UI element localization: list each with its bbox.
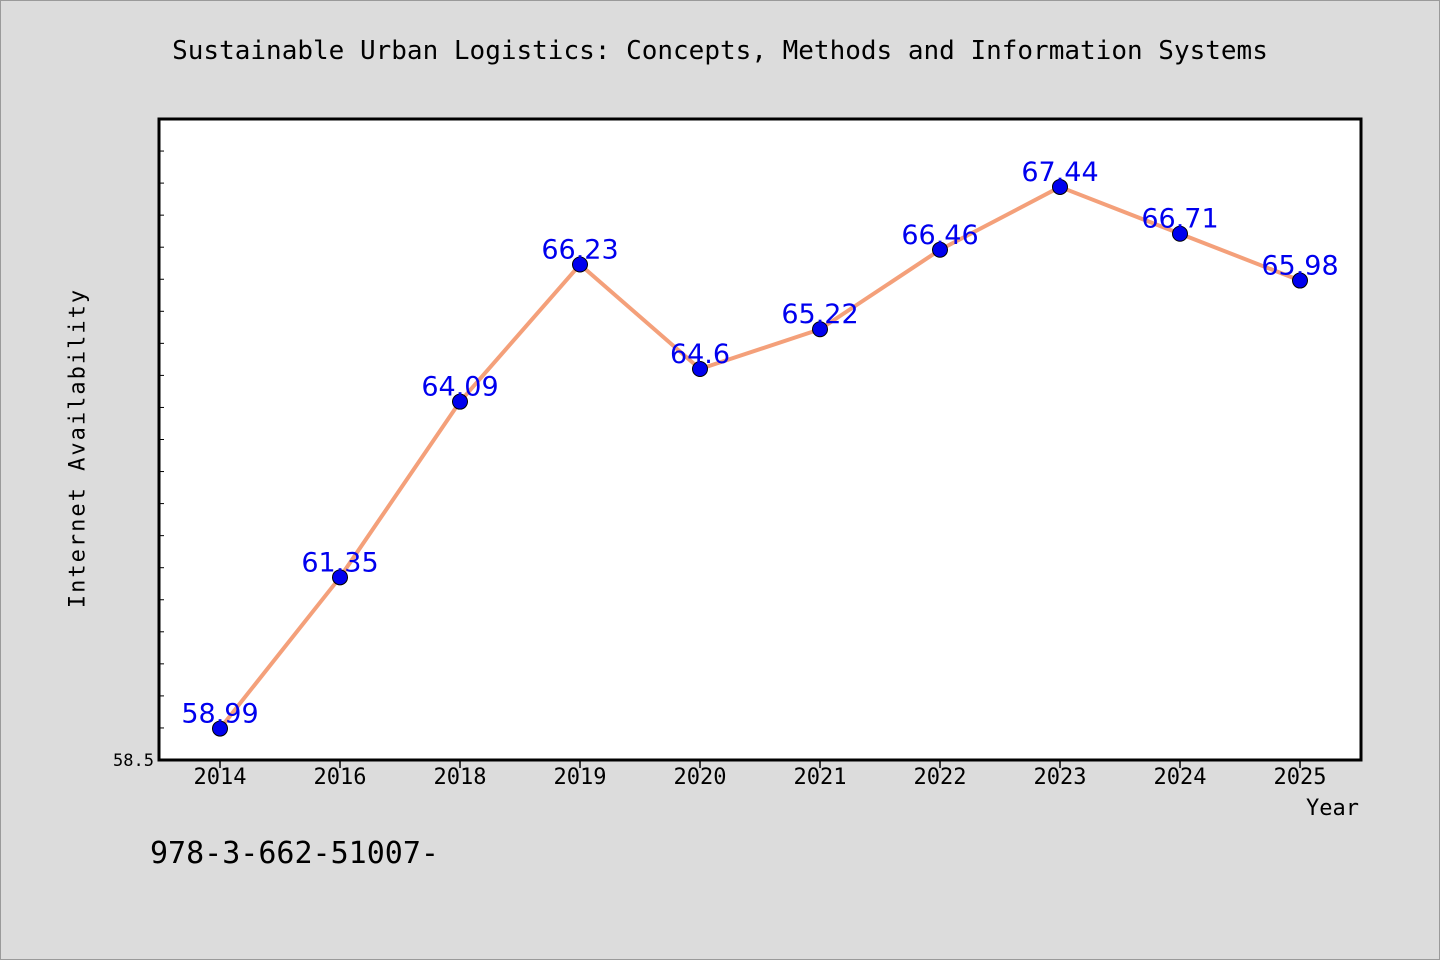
x-tick-label: 2014	[194, 765, 247, 790]
data-point	[1172, 225, 1188, 242]
data-labels: 58.99 61.35 64.09 66.23 64.6 65.22 66.46 67.44 6…	[181, 157, 1338, 730]
data-label: 66.23	[541, 235, 618, 266]
x-tick-label: 2019	[554, 765, 607, 790]
data-label: 58.99	[181, 699, 258, 730]
data-label: 64.6	[670, 339, 730, 370]
x-tick-label: 2025	[1274, 765, 1327, 790]
data-point	[332, 569, 348, 586]
y-axis-ticks: 58.5	[113, 150, 164, 771]
series-line	[218, 184, 1301, 730]
x-axis-ticks: 2014 2016 2018 2019 2020 2021 2022 2023 2024 2025	[194, 760, 1327, 790]
data-label: 65.22	[781, 299, 858, 330]
x-tick-label: 2024	[1154, 765, 1207, 790]
data-point	[212, 720, 228, 737]
data-label: 64.09	[421, 372, 498, 403]
data-point	[812, 321, 828, 338]
data-point	[1052, 178, 1068, 195]
x-tick-label: 2020	[674, 765, 727, 790]
data-label: 61.35	[301, 547, 378, 578]
data-label: 65.98	[1261, 251, 1338, 282]
x-tick-label: 2016	[314, 765, 367, 790]
data-label: 67.44	[1021, 157, 1098, 188]
data-label: 66.71	[1141, 204, 1218, 235]
data-point	[1292, 272, 1308, 289]
x-tick-label: 2021	[794, 765, 847, 790]
data-point	[572, 256, 588, 273]
x-tick-label: 2018	[434, 765, 487, 790]
data-label: 66.46	[901, 220, 978, 251]
x-tick-label: 2023	[1034, 765, 1087, 790]
footer-note: 978-3-662-51007-	[150, 836, 439, 871]
x-tick-label: 2022	[914, 765, 967, 790]
data-point	[452, 393, 468, 410]
y-tick-label: 58.5	[113, 751, 154, 771]
data-markers	[212, 178, 1308, 737]
data-point	[932, 241, 948, 258]
x-axis-label: Year	[1306, 796, 1359, 821]
chart-title: Sustainable Urban Logistics: Concepts, M…	[172, 36, 1268, 66]
data-point	[692, 360, 708, 377]
